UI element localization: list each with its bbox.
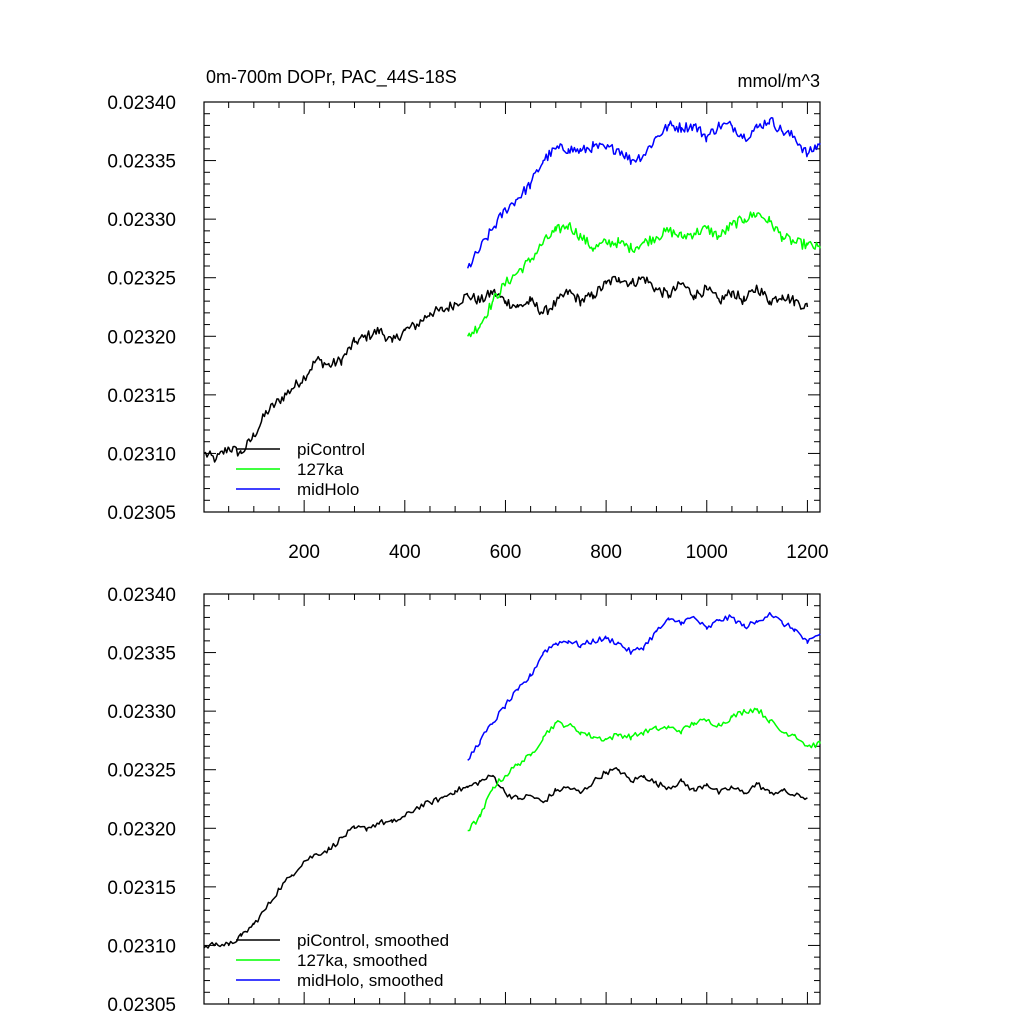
top-legend-label-127ka: 127ka [297, 460, 344, 479]
bottom-series-group [203, 611, 821, 949]
top-ytick-label: 0.02320 [107, 327, 176, 348]
top-xtick-label: 1000 [686, 542, 728, 563]
top-series-midholo [466, 117, 821, 269]
bottom-panel: 0.02305 0.02310 0.02315 0.02320 0.02325 0.023… [107, 585, 821, 1016]
top-ytick-label: 0.02330 [107, 210, 176, 231]
top-chart-units: mmol/m^3 [738, 71, 820, 91]
top-panel: 0m-700m DOPr, PAC_44S-18S mmol/m^3 0.023… [107, 67, 828, 563]
bottom-series-picontrol-smoothed [203, 767, 808, 949]
bottom-ytick-label: 0.02310 [107, 936, 176, 957]
top-chart-title: 0m-700m DOPr, PAC_44S-18S [206, 67, 457, 88]
top-xtick-label: 600 [490, 542, 522, 563]
top-ytick-label: 0.02310 [107, 444, 176, 465]
top-ytick-label: 0.02340 [107, 93, 176, 114]
top-series-127ka [467, 211, 821, 338]
bottom-ytick-label: 0.02335 [107, 644, 176, 665]
top-legend-label-midholo: midHolo [297, 480, 359, 499]
bottom-ytick-label: 0.02325 [107, 761, 176, 782]
top-ytick-label: 0.02305 [107, 503, 176, 524]
bottom-series-127ka-smoothed [467, 707, 821, 832]
top-xtick-label: 400 [389, 542, 421, 563]
bottom-legend-label-picontrol-smoothed: piControl, smoothed [297, 931, 449, 950]
top-ticks: 0.02305 0.02310 0.02315 0.02320 0.02325 0.023… [107, 93, 828, 563]
top-xtick-label: 1200 [786, 542, 828, 563]
top-ytick-label: 0.02315 [107, 386, 176, 407]
top-legend-label-picontrol: piControl [297, 440, 365, 459]
top-ytick-label: 0.02335 [107, 152, 176, 173]
top-xtick-label: 800 [590, 542, 622, 563]
top-plot-frame [203, 101, 821, 513]
bottom-legend-label-127ka-smoothed: 127ka, smoothed [297, 951, 427, 970]
top-xtick-label: 200 [288, 542, 320, 563]
bottom-ytick-label: 0.02340 [107, 585, 176, 606]
bottom-legend-label-midholo-smoothed: midHolo, smoothed [297, 971, 443, 990]
bottom-ticks: 0.02305 0.02310 0.02315 0.02320 0.02325 0.023… [107, 585, 820, 1016]
bottom-ytick-label: 0.02320 [107, 819, 176, 840]
bottom-plot-frame [203, 593, 821, 1005]
bottom-ytick-label: 0.02330 [107, 702, 176, 723]
top-series-picontrol [203, 275, 809, 463]
top-ytick-label: 0.02325 [107, 269, 176, 290]
bottom-ytick-label: 0.02315 [107, 878, 176, 899]
bottom-ytick-label: 0.02305 [107, 995, 176, 1016]
top-series-group [203, 117, 821, 463]
bottom-series-midholo-smoothed [467, 611, 821, 761]
